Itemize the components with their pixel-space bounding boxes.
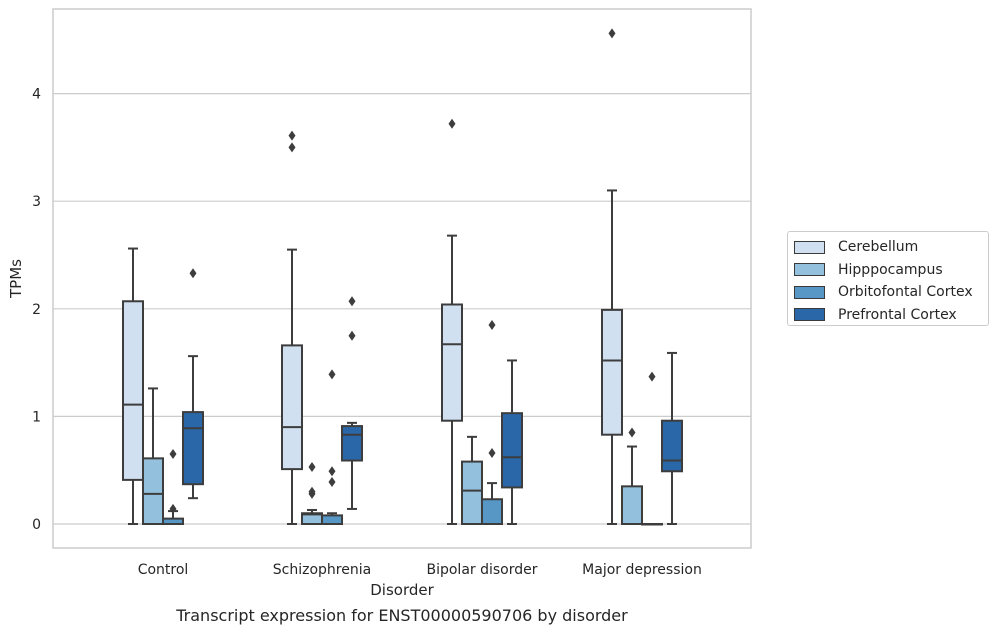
legend: Cerebellum Hipppocampus Orbitofontal Corte… <box>787 231 989 326</box>
legend-item: Prefrontal Cortex <box>794 304 988 327</box>
box-0-0 <box>122 247 144 525</box>
outlier-point <box>169 503 177 514</box>
legend-item: Orbitofontal Cortex <box>794 281 988 304</box>
x-tick-label: Control <box>138 562 189 578</box>
x-tick-label: Schizophrenia <box>273 562 371 578</box>
outlier-point <box>348 296 356 307</box>
plot-frame <box>52 8 752 549</box>
outlier-point <box>169 449 177 460</box>
legend-label: Cerebellum <box>838 239 919 256</box>
box-iqr <box>621 485 643 525</box>
legend-label: Orbitofontal Cortex <box>838 284 973 301</box>
outlier-point <box>328 466 336 477</box>
x-axis-label: Disorder <box>370 581 434 599</box>
box-iqr <box>182 411 204 486</box>
box-1-3 <box>621 427 643 525</box>
box-0-2 <box>441 118 463 525</box>
outlier-point <box>608 28 616 39</box>
x-tick-label: Major depression <box>582 562 702 578</box>
box-iqr <box>341 425 363 462</box>
outlier-point <box>348 330 356 341</box>
y-tick-label: 4 <box>32 87 41 103</box>
y-tick-label: 1 <box>32 409 41 425</box>
box-0-1 <box>281 130 303 525</box>
box-3-2 <box>501 359 523 525</box>
box-3-0 <box>182 268 204 500</box>
outlier-point <box>488 447 496 458</box>
legend-label: Hipppocampus <box>838 261 943 278</box>
box-0-3 <box>601 28 623 525</box>
box-2-1 <box>321 369 343 526</box>
box-iqr <box>321 514 343 526</box>
y-axis-label: TPMs <box>7 259 25 299</box>
plot-area <box>53 9 751 548</box>
box-2-0 <box>162 449 184 525</box>
outlier-point <box>308 461 316 472</box>
box-1-1 <box>301 461 323 525</box>
legend-swatch <box>794 240 825 254</box>
outlier-point <box>288 142 296 153</box>
box-iqr <box>142 457 164 526</box>
box-1-2 <box>461 435 483 526</box>
box-2-3 <box>641 371 663 526</box>
legend-swatch <box>794 308 825 322</box>
legend-swatch <box>794 263 825 277</box>
outlier-point <box>448 118 456 129</box>
legend-label: Prefrontal Cortex <box>838 306 957 323</box>
outlier-point <box>628 427 636 438</box>
box-iqr <box>501 412 523 489</box>
legend-swatch <box>794 285 825 299</box>
box-3-3 <box>661 351 683 525</box>
box-3-1 <box>341 296 363 510</box>
outlier-point <box>648 371 656 382</box>
box-iqr <box>122 300 144 481</box>
outlier-point <box>328 369 336 380</box>
outlier-point <box>328 477 336 488</box>
box-iqr <box>441 303 463 422</box>
outlier-point <box>288 130 296 141</box>
box-iqr <box>461 460 483 526</box>
legend-item: Cerebellum <box>794 236 988 259</box>
box-iqr <box>481 498 503 526</box>
chart-caption: Transcript expression for ENST0000059070… <box>176 606 628 625</box>
outlier-point <box>488 319 496 330</box>
y-tick-label: 3 <box>32 194 41 210</box>
x-tick-label: Bipolar disorder <box>426 562 537 578</box>
box-2-2 <box>481 319 503 526</box>
outlier-point <box>308 486 316 497</box>
box-1-0 <box>142 387 164 526</box>
y-tick-label: 2 <box>32 302 41 318</box>
box-iqr <box>661 419 683 473</box>
legend-item: Hipppocampus <box>794 259 988 282</box>
box-iqr <box>281 344 303 471</box>
y-tick-label: 0 <box>32 517 41 533</box>
outlier-point <box>189 268 197 279</box>
box-iqr <box>601 308 623 436</box>
